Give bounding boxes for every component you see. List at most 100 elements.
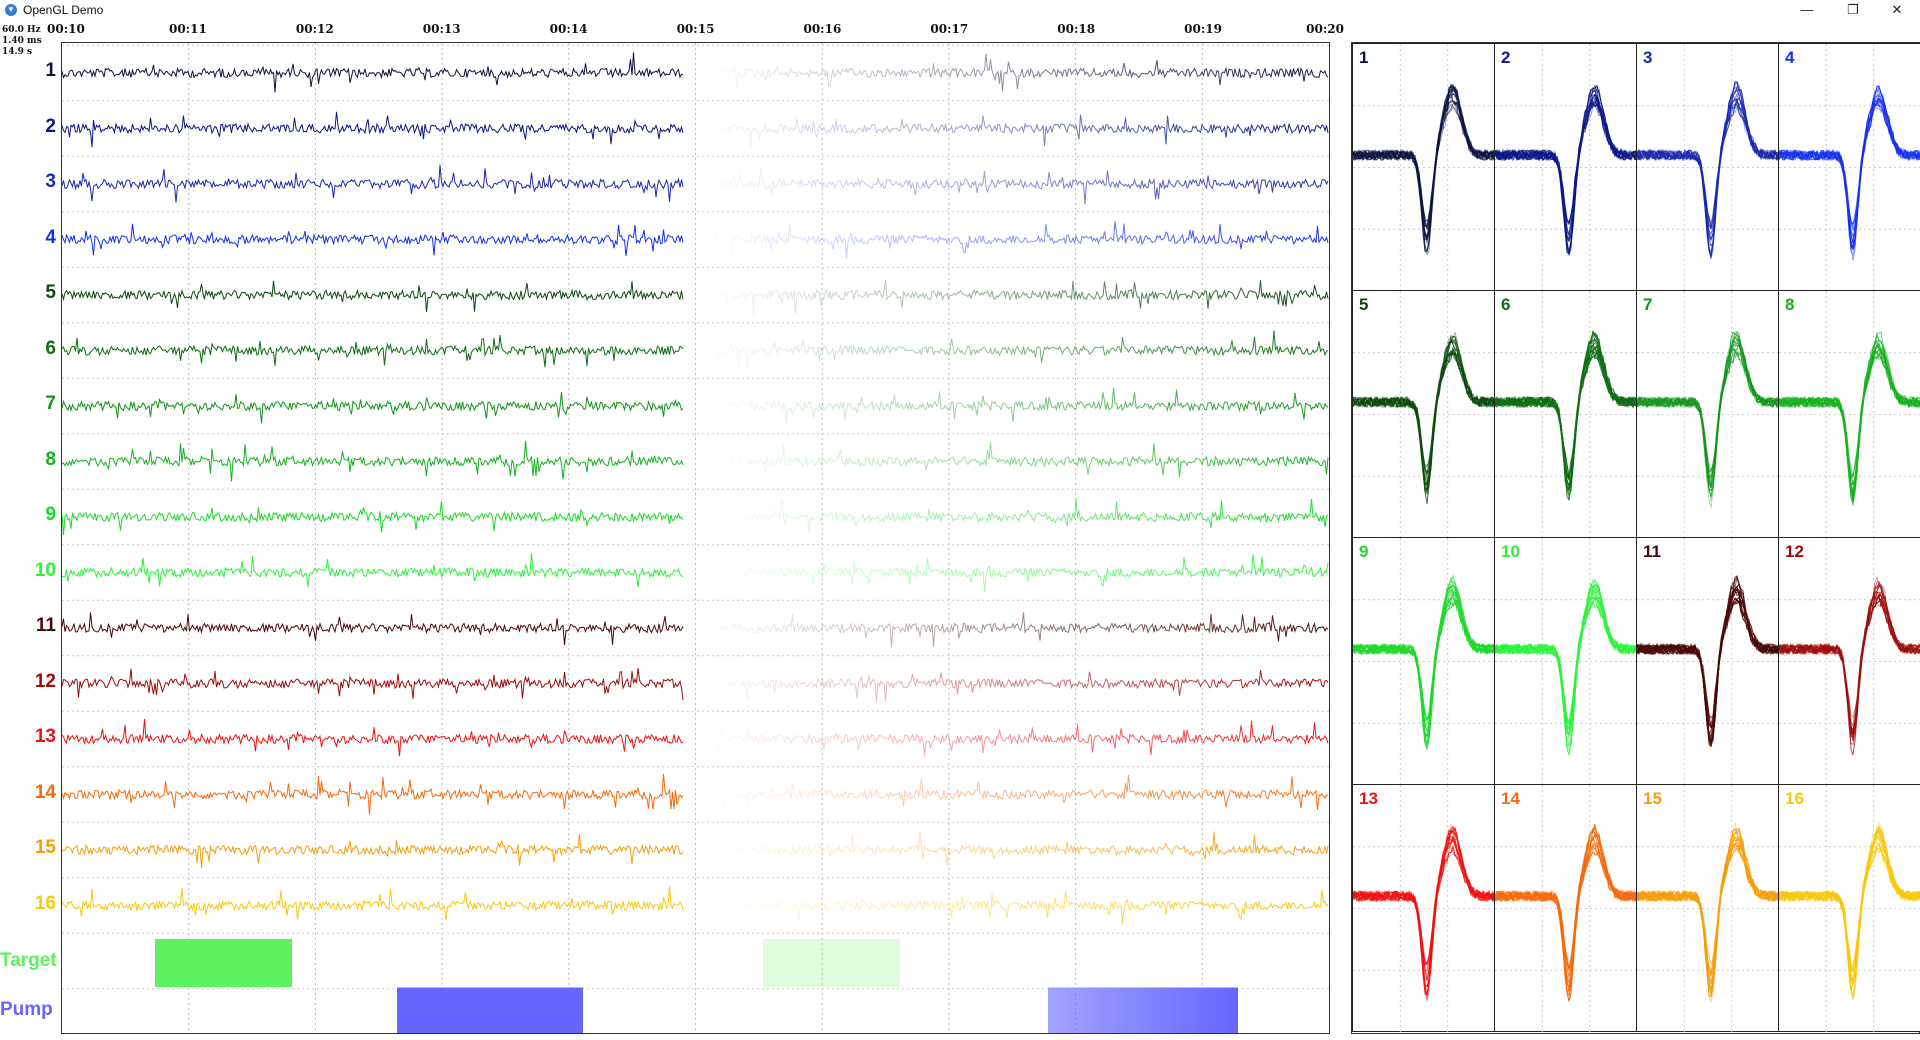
channel-trace bbox=[62, 392, 684, 424]
render-stats: 60.0 Hz 1.40 ms 14.9 s bbox=[2, 25, 42, 58]
spike-waveform bbox=[1495, 93, 1637, 255]
channel-trace-history bbox=[706, 442, 1329, 478]
channel-trace-history bbox=[706, 221, 1329, 259]
time-tick-label: 00:12 bbox=[295, 22, 334, 36]
channel-label: 10 bbox=[34, 559, 56, 581]
spike-cell-label: 6 bbox=[1501, 295, 1511, 314]
channel-trace bbox=[62, 440, 684, 482]
channel-label: 16 bbox=[34, 892, 56, 914]
channel-trace bbox=[62, 668, 684, 701]
spike-cell[interactable]: 9 bbox=[1352, 537, 1495, 785]
frame-time: 1.40 ms bbox=[2, 36, 42, 46]
spike-waveform bbox=[1495, 331, 1637, 496]
spike-cell[interactable]: 4 bbox=[1778, 43, 1920, 291]
spike-waveform bbox=[1353, 88, 1495, 228]
spike-waveform-plot bbox=[1637, 291, 1779, 538]
channel-label: 6 bbox=[45, 337, 56, 359]
channel-label: 8 bbox=[45, 448, 56, 470]
spike-waveform-plot bbox=[1637, 538, 1779, 785]
restore-button[interactable]: ❐ bbox=[1847, 2, 1859, 17]
spike-waveform bbox=[1779, 594, 1920, 734]
channel-label: 12 bbox=[34, 670, 56, 692]
target-row-label: Target bbox=[0, 950, 57, 971]
spike-waveform-plot bbox=[1353, 538, 1495, 785]
spike-waveform bbox=[1353, 835, 1495, 965]
spike-waveform bbox=[1495, 96, 1637, 242]
spike-waveform bbox=[1353, 597, 1495, 746]
spike-cell[interactable]: 11 bbox=[1636, 537, 1779, 785]
spike-waveform-plot bbox=[1637, 785, 1779, 1032]
spike-waveform bbox=[1779, 353, 1920, 486]
spike-waveform bbox=[1495, 842, 1637, 976]
spike-cell-label: 15 bbox=[1643, 789, 1662, 808]
channel-label: 14 bbox=[34, 781, 56, 803]
spike-cell[interactable]: 15 bbox=[1636, 784, 1779, 1032]
spike-cell[interactable]: 2 bbox=[1494, 43, 1637, 291]
spike-waveform-plot bbox=[1495, 785, 1637, 1032]
spike-cell-label: 16 bbox=[1785, 789, 1804, 808]
spike-waveform bbox=[1495, 825, 1637, 970]
spike-waveform bbox=[1495, 585, 1637, 726]
time-tick-label: 00:14 bbox=[549, 22, 588, 36]
channel-trace-history bbox=[706, 53, 1329, 92]
spike-waveform bbox=[1353, 839, 1495, 981]
spike-cell[interactable]: 6 bbox=[1494, 290, 1637, 538]
spike-cell-label: 11 bbox=[1643, 542, 1661, 561]
channel-trace-history bbox=[706, 554, 1329, 592]
spike-waveform bbox=[1637, 822, 1779, 992]
title-bar: ▼ OpenGL Demo — ❐ ✕ bbox=[0, 0, 1920, 20]
channel-trace-history bbox=[706, 720, 1329, 757]
spike-waveform bbox=[1495, 833, 1637, 978]
close-button[interactable]: ✕ bbox=[1891, 2, 1903, 17]
pump-event-block bbox=[397, 987, 583, 1033]
spike-cell[interactable]: 12 bbox=[1778, 537, 1920, 785]
spike-cell[interactable]: 16 bbox=[1778, 784, 1920, 1032]
spike-waveform bbox=[1637, 98, 1779, 231]
spike-waveform-plot bbox=[1353, 785, 1495, 1032]
spike-cell[interactable]: 3 bbox=[1636, 43, 1779, 291]
spike-cell[interactable]: 14 bbox=[1494, 784, 1637, 1032]
spike-cell[interactable]: 10 bbox=[1494, 537, 1637, 785]
trace-canvas[interactable] bbox=[62, 43, 1329, 1033]
spike-waveform bbox=[1637, 351, 1779, 472]
channel-trace-history bbox=[706, 889, 1329, 925]
minimize-button[interactable]: — bbox=[1800, 2, 1814, 17]
spike-waveform bbox=[1353, 844, 1495, 996]
spike-waveform bbox=[1637, 343, 1779, 471]
spike-waveform bbox=[1353, 335, 1495, 484]
channel-label: 3 bbox=[45, 171, 56, 192]
spike-cell-label: 10 bbox=[1501, 542, 1520, 561]
spike-cell[interactable]: 1 bbox=[1352, 43, 1495, 291]
time-tick-label: 00:19 bbox=[1184, 22, 1223, 36]
channel-trace-history bbox=[706, 330, 1329, 370]
spike-cell[interactable]: 5 bbox=[1352, 290, 1495, 538]
spike-cell-label: 4 bbox=[1785, 48, 1795, 67]
spike-waveform bbox=[1779, 836, 1920, 977]
channel-trace bbox=[62, 612, 684, 645]
time-tick-label: 00:11 bbox=[168, 22, 207, 36]
app-icon: ▼ bbox=[5, 4, 17, 16]
time-tick-label: 00:15 bbox=[676, 22, 715, 36]
trace-panel[interactable] bbox=[61, 42, 1330, 1034]
spike-cell[interactable]: 8 bbox=[1778, 290, 1920, 538]
spike-cell[interactable]: 13 bbox=[1352, 784, 1495, 1032]
spike-waveform-panel[interactable]: 1 2 3 4 5 6 7 8 9 10 11 12 13 14 15 16 bbox=[1351, 42, 1920, 1034]
spike-cell[interactable]: 7 bbox=[1636, 290, 1779, 538]
spike-cell-label: 9 bbox=[1359, 542, 1369, 561]
channel-trace-history bbox=[706, 670, 1329, 703]
spike-waveform bbox=[1495, 583, 1637, 747]
time-tick-label: 00:10 bbox=[47, 22, 85, 36]
spike-cell-label: 1 bbox=[1359, 48, 1369, 67]
channel-trace bbox=[62, 886, 684, 921]
spike-waveform-plot bbox=[1779, 291, 1920, 538]
channel-label: 1 bbox=[45, 60, 56, 81]
target-event-block-faded bbox=[763, 939, 900, 987]
time-tick-label: 00:18 bbox=[1057, 22, 1096, 36]
channel-trace bbox=[62, 501, 684, 536]
spike-cell-label: 7 bbox=[1643, 295, 1653, 314]
spike-waveform bbox=[1495, 103, 1637, 242]
time-tick-label: 00:17 bbox=[930, 22, 969, 36]
spike-cell-label: 13 bbox=[1359, 789, 1378, 808]
channel-trace bbox=[62, 773, 684, 815]
channel-trace bbox=[62, 164, 684, 203]
